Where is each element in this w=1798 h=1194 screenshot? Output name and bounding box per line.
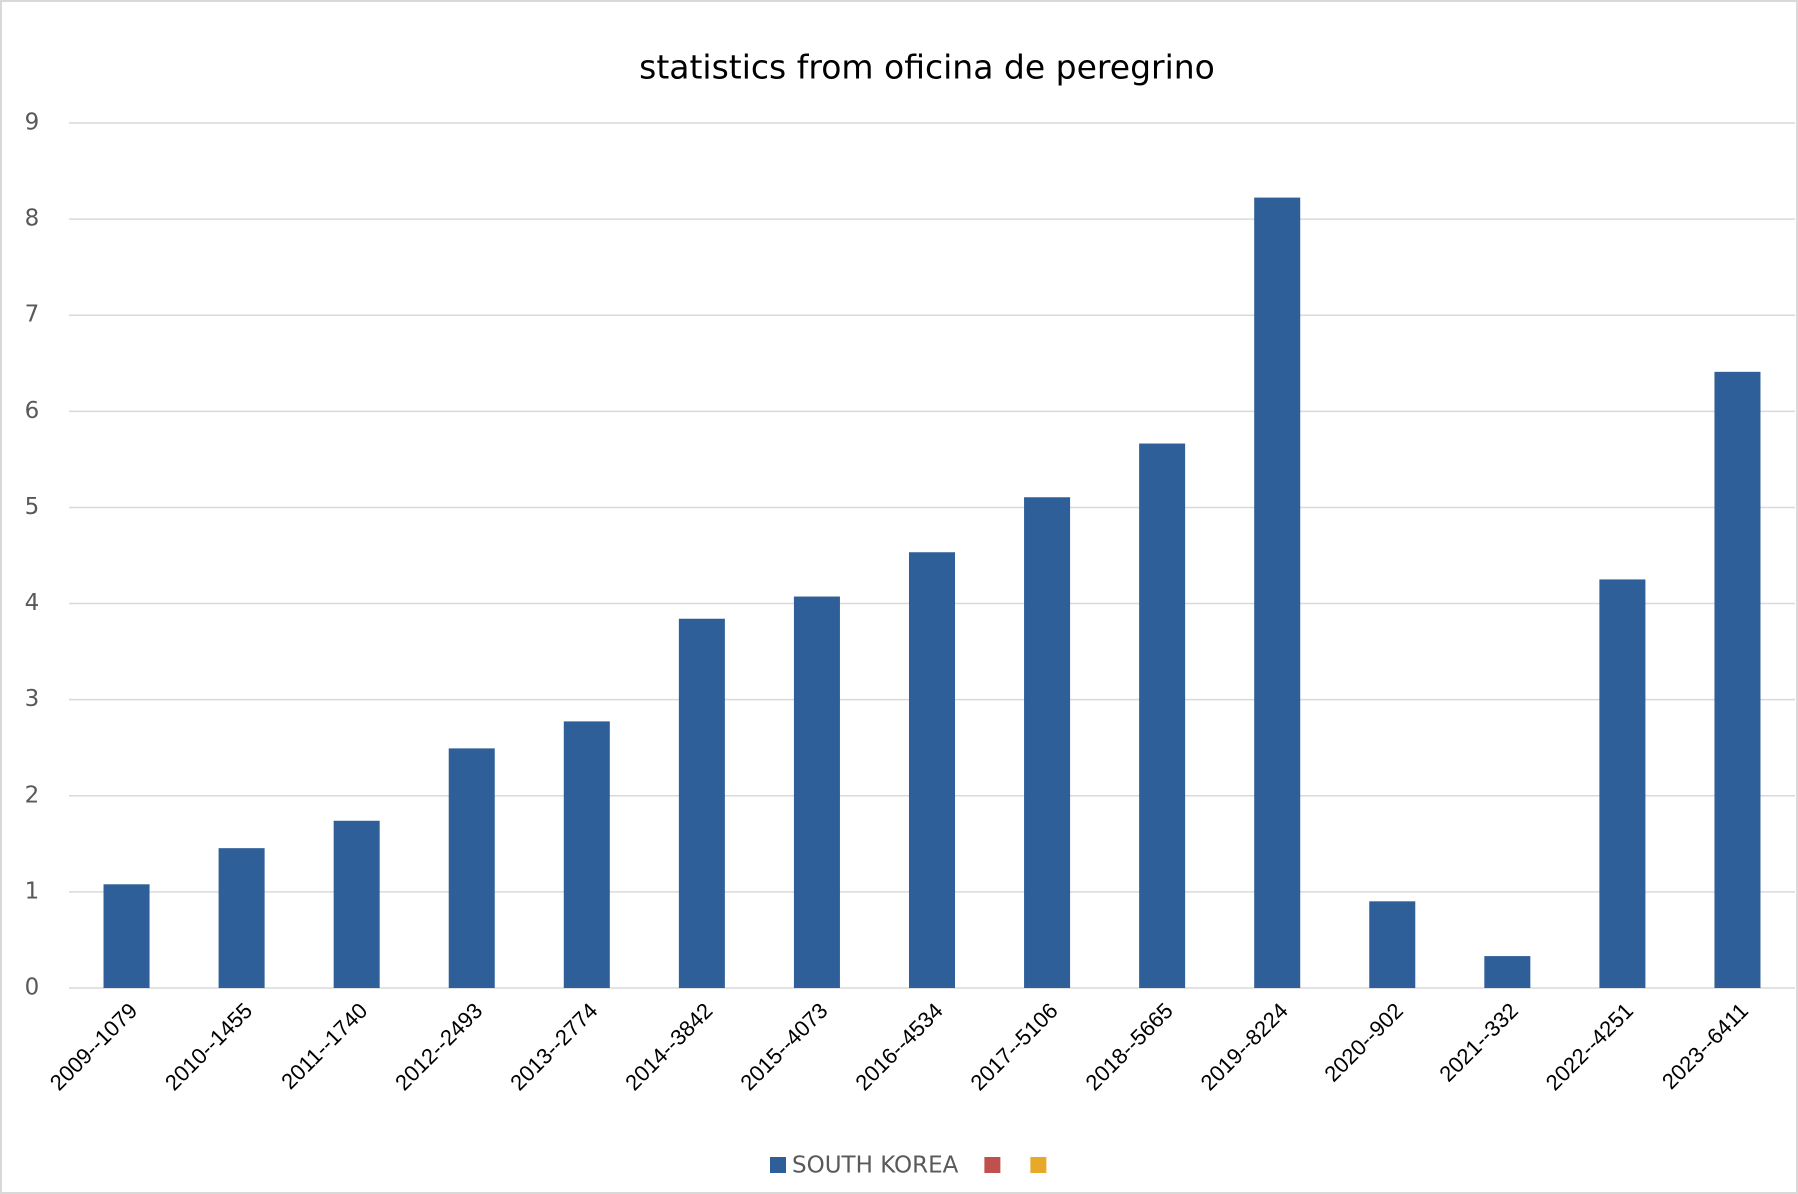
y-tick-label: 2 bbox=[25, 782, 40, 808]
y-tick-label: 8 bbox=[25, 206, 40, 232]
y-tick-label: 0 bbox=[25, 975, 40, 1001]
bar bbox=[563, 721, 610, 988]
bar bbox=[1369, 901, 1416, 988]
bar bbox=[448, 748, 495, 988]
chart-title: statistics from oficina de peregrino bbox=[639, 48, 1215, 87]
legend-label: SOUTH KOREA bbox=[792, 1153, 959, 1179]
legend-swatch bbox=[1030, 1157, 1047, 1173]
bar bbox=[103, 884, 150, 988]
y-tick-label: 9 bbox=[25, 110, 40, 136]
bar bbox=[333, 820, 380, 988]
bar bbox=[1714, 371, 1761, 988]
bar bbox=[793, 596, 840, 988]
y-tick-label: 5 bbox=[25, 494, 40, 520]
bar bbox=[1024, 497, 1071, 988]
y-tick-label: 4 bbox=[25, 590, 40, 616]
y-tick-label: 7 bbox=[25, 302, 40, 328]
legend-swatch bbox=[770, 1157, 786, 1173]
bar bbox=[218, 848, 265, 988]
bar bbox=[678, 618, 725, 988]
bar bbox=[908, 552, 956, 988]
legend-swatch bbox=[984, 1157, 1001, 1173]
bar bbox=[1254, 197, 1301, 989]
bar bbox=[1599, 579, 1646, 988]
y-tick-label: 1 bbox=[25, 878, 40, 904]
y-tick-label: 3 bbox=[25, 686, 40, 712]
bar bbox=[1484, 956, 1531, 988]
bar bbox=[1139, 443, 1186, 989]
y-tick-label: 6 bbox=[25, 398, 40, 424]
